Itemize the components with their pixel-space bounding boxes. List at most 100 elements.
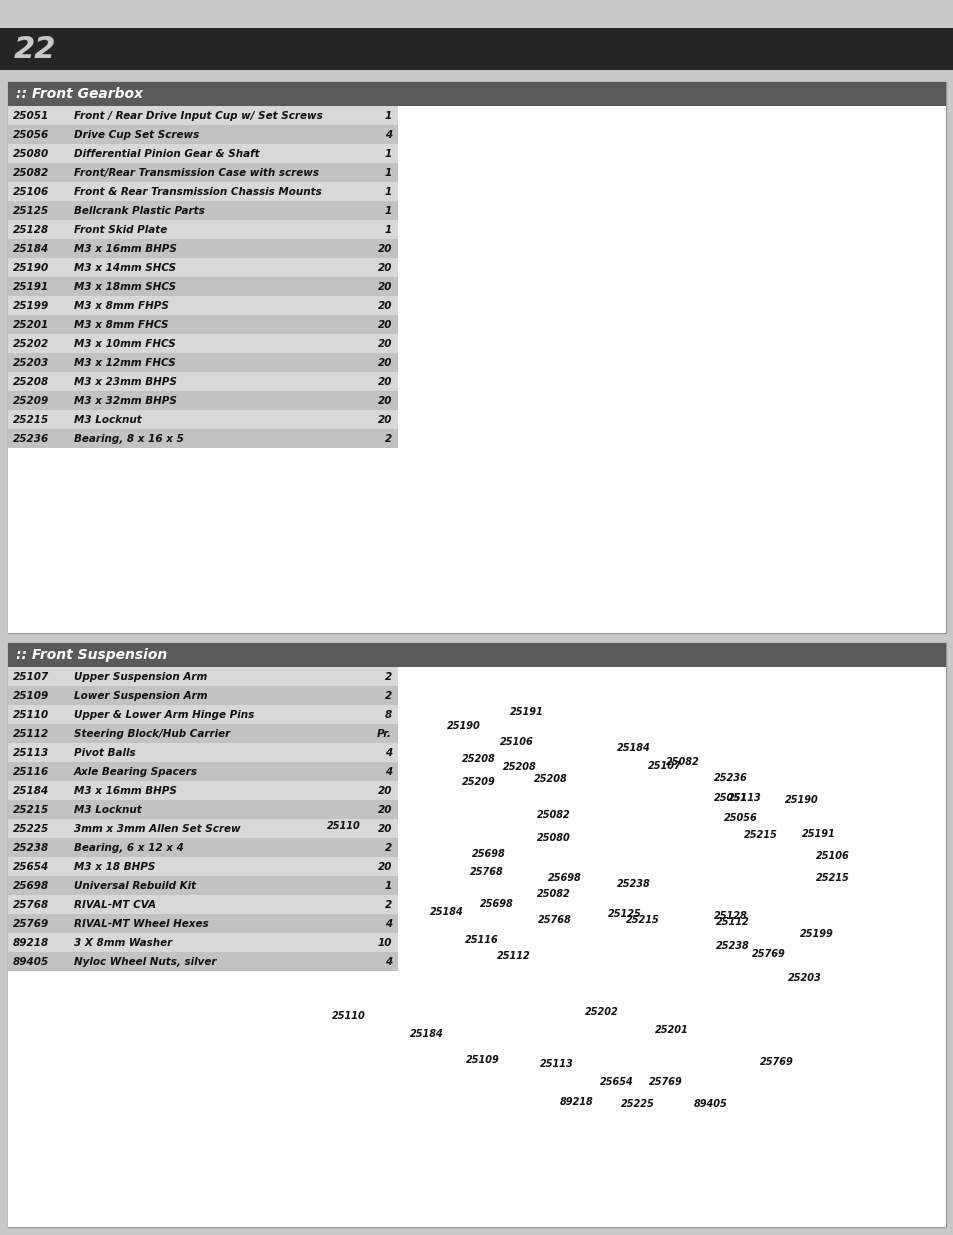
Text: 25191: 25191 (13, 282, 50, 291)
Text: Nyloc Wheel Nuts, silver: Nyloc Wheel Nuts, silver (74, 957, 216, 967)
Text: 25215: 25215 (13, 805, 50, 815)
Text: 25080: 25080 (13, 149, 50, 159)
Text: 25208: 25208 (461, 755, 496, 764)
Text: 25238: 25238 (716, 941, 749, 951)
Text: 25654: 25654 (13, 862, 50, 872)
Text: 25056: 25056 (723, 813, 757, 823)
Text: 22: 22 (14, 35, 56, 64)
Text: 25225: 25225 (620, 1099, 654, 1109)
Text: 25698: 25698 (472, 848, 505, 860)
Text: :: Front Gearbox: :: Front Gearbox (16, 86, 143, 101)
Text: Bellcrank Plastic Parts: Bellcrank Plastic Parts (74, 206, 205, 216)
Text: 25080: 25080 (537, 832, 570, 844)
Text: 25654: 25654 (599, 1077, 633, 1087)
Text: 1: 1 (384, 225, 392, 235)
Text: 25698: 25698 (13, 881, 50, 890)
Text: 25051: 25051 (713, 793, 747, 803)
Bar (8, 643, 945, 667)
Text: 20: 20 (377, 785, 392, 797)
Text: 25202: 25202 (584, 1007, 618, 1016)
Bar (8, 952, 397, 971)
Text: 25112: 25112 (497, 951, 530, 961)
Text: 2: 2 (384, 433, 392, 445)
Text: RIVAL-MT CVA: RIVAL-MT CVA (74, 900, 156, 910)
Bar (8, 429, 397, 448)
Text: 20: 20 (377, 263, 392, 273)
Text: 2: 2 (384, 672, 392, 682)
Text: 1: 1 (384, 186, 392, 198)
Text: 25769: 25769 (648, 1077, 682, 1087)
Text: 20: 20 (377, 415, 392, 425)
Bar (0, 28, 953, 70)
Bar (8, 876, 397, 895)
Text: 25201: 25201 (13, 320, 50, 330)
Text: 20: 20 (377, 377, 392, 387)
Bar (8, 781, 397, 800)
Bar (8, 82, 945, 634)
Text: M3 x 12mm FHCS: M3 x 12mm FHCS (74, 358, 175, 368)
Text: 25184: 25184 (410, 1029, 443, 1039)
Text: Front/Rear Transmission Case with screws: Front/Rear Transmission Case with screws (74, 168, 318, 178)
Text: 25190: 25190 (784, 795, 818, 805)
Text: 25201: 25201 (655, 1025, 688, 1035)
Text: 4: 4 (384, 130, 392, 140)
Text: Front & Rear Transmission Chassis Mounts: Front & Rear Transmission Chassis Mounts (74, 186, 321, 198)
Text: 25112: 25112 (13, 729, 50, 739)
Text: 25184: 25184 (430, 906, 463, 918)
Text: Differential Pinion Gear & Shaft: Differential Pinion Gear & Shaft (74, 149, 259, 159)
Text: Pr.: Pr. (376, 729, 392, 739)
Text: 3 X 8mm Washer: 3 X 8mm Washer (74, 939, 172, 948)
Text: 1: 1 (384, 206, 392, 216)
Text: 25238: 25238 (13, 844, 50, 853)
Bar (8, 839, 397, 857)
Text: :: Front Suspension: :: Front Suspension (16, 648, 167, 662)
Text: 1: 1 (384, 881, 392, 890)
Bar (8, 315, 397, 333)
Text: 25199: 25199 (800, 929, 833, 939)
Text: 25215: 25215 (625, 915, 659, 925)
Text: Pivot Balls: Pivot Balls (74, 748, 135, 758)
Text: 8: 8 (384, 710, 392, 720)
Text: 2: 2 (384, 692, 392, 701)
Bar (8, 667, 397, 1228)
Text: 25225: 25225 (13, 824, 50, 834)
Text: M3 Locknut: M3 Locknut (74, 805, 142, 815)
Bar (8, 372, 397, 391)
Text: Front Skid Plate: Front Skid Plate (74, 225, 167, 235)
Text: 25106: 25106 (815, 851, 849, 861)
Text: 25191: 25191 (801, 829, 835, 839)
Text: 89405: 89405 (693, 1099, 727, 1109)
Bar (8, 163, 397, 182)
Text: 25125: 25125 (13, 206, 50, 216)
Text: 25768: 25768 (13, 900, 50, 910)
Text: 25113: 25113 (727, 793, 760, 803)
Text: 25236: 25236 (713, 773, 747, 783)
Text: RIVAL-MT Wheel Hexes: RIVAL-MT Wheel Hexes (74, 919, 209, 929)
Text: 20: 20 (377, 245, 392, 254)
Bar (8, 125, 397, 144)
Text: Universal Rebuild Kit: Universal Rebuild Kit (74, 881, 196, 890)
Bar (8, 353, 397, 372)
Text: Upper & Lower Arm Hinge Pins: Upper & Lower Arm Hinge Pins (74, 710, 254, 720)
Text: 25082: 25082 (537, 889, 570, 899)
Text: 25190: 25190 (13, 263, 50, 273)
Bar (8, 800, 397, 819)
Text: 4: 4 (384, 919, 392, 929)
Text: 25184: 25184 (617, 743, 650, 753)
Text: 25769: 25769 (13, 919, 50, 929)
Bar (8, 762, 397, 781)
Text: 25082: 25082 (13, 168, 50, 178)
Text: M3 x 18 BHPS: M3 x 18 BHPS (74, 862, 155, 872)
Text: 25203: 25203 (787, 973, 821, 983)
Text: 25106: 25106 (499, 737, 533, 747)
Text: M3 x 14mm SHCS: M3 x 14mm SHCS (74, 263, 176, 273)
Text: Steering Block/Hub Carrier: Steering Block/Hub Carrier (74, 729, 230, 739)
Text: Bearing, 8 x 16 x 5: Bearing, 8 x 16 x 5 (74, 433, 184, 445)
Text: M3 x 16mm BHPS: M3 x 16mm BHPS (74, 785, 176, 797)
Text: 25128: 25128 (13, 225, 50, 235)
Text: 25184: 25184 (13, 785, 50, 797)
Text: Axle Bearing Spacers: Axle Bearing Spacers (74, 767, 198, 777)
Bar (8, 643, 945, 1228)
Text: M3 x 8mm FHCS: M3 x 8mm FHCS (74, 320, 169, 330)
Text: 25698: 25698 (547, 873, 581, 883)
